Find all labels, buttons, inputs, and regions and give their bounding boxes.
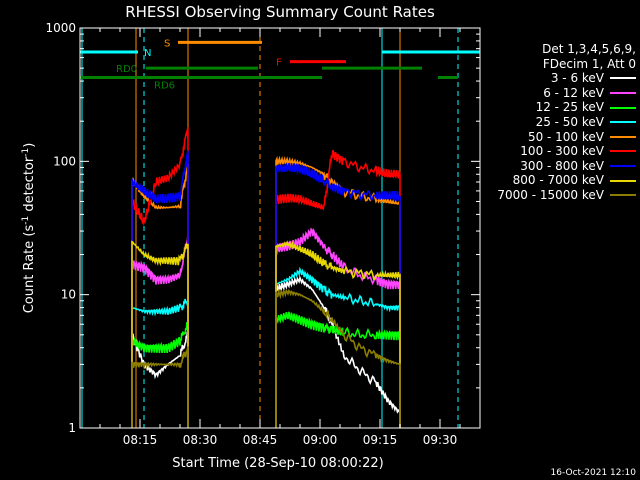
- flag-label-s: S: [164, 38, 170, 49]
- x-tick-label: 08:30: [183, 433, 218, 447]
- series-line-6: [131, 150, 189, 428]
- x-axis-label: Start Time (28-Sep-10 08:00:22): [172, 456, 383, 471]
- y-tick-label: 10: [61, 288, 76, 302]
- legend-header-line-2: FDecim 1, Att 0: [542, 56, 636, 71]
- legend-entry-label: 3 - 6 keV: [550, 71, 604, 86]
- legend-entry: 800 - 7000 keV: [470, 173, 636, 188]
- legend-swatch: [610, 92, 636, 95]
- flag-label-rd0: RD0: [116, 64, 137, 75]
- series-line-5: [131, 127, 189, 428]
- series-line-4: [131, 160, 189, 428]
- x-tick-label: 09:30: [423, 433, 458, 447]
- legend-entry: 12 - 25 keV: [470, 100, 636, 115]
- chart-title: RHESSI Observing Summary Count Rates: [125, 3, 435, 21]
- attenuator-vlines: [81, 28, 459, 428]
- legend-header-line-1: Det 1,3,4,5,6,9,: [542, 42, 636, 56]
- legend-swatch: [610, 194, 636, 197]
- legend-swatch: [610, 150, 636, 153]
- legend-entry-label: 6 - 12 keV: [543, 85, 604, 100]
- y-axis-label: Count Rate (s-1 detector-1): [21, 143, 37, 314]
- series-line-7: [275, 240, 401, 428]
- legend-entry-label: 800 - 7000 keV: [512, 173, 604, 188]
- flag-label-f: F: [276, 58, 282, 69]
- generated-timestamp: 16-Oct-2021 12:10: [550, 468, 636, 478]
- series-line-8: [131, 345, 189, 428]
- x-tick-label: 08:45: [243, 433, 278, 447]
- legend-swatch: [610, 106, 636, 109]
- legend-entry: 7000 - 15000 keV: [470, 188, 636, 203]
- legend-entry-label: 25 - 50 keV: [535, 114, 604, 129]
- series-line-5: [275, 149, 401, 428]
- series-line-7: [131, 240, 189, 428]
- y-tick-label: 1000: [45, 21, 76, 35]
- legend-entry-label: 7000 - 15000 keV: [497, 187, 604, 202]
- legend-entry-label: 50 - 100 keV: [527, 129, 604, 144]
- series-line-1: [131, 234, 189, 428]
- series-line-8: [275, 288, 401, 428]
- series-lines: [131, 127, 401, 428]
- legend-entry: 6 - 12 keV: [470, 86, 636, 101]
- legend-entry: 100 - 300 keV: [470, 144, 636, 159]
- series-line-0: [275, 275, 401, 428]
- legend-entry: 3 - 6 keV: [470, 71, 636, 86]
- series-line-3: [275, 266, 401, 428]
- x-tick-label: 08:15: [123, 433, 158, 447]
- x-tick-label: 09:15: [363, 433, 398, 447]
- axes: 1 10 100 1000 08:15 08:30 08:45 09:00 09:15 09:30: [45, 21, 481, 447]
- flag-label-n: N: [144, 48, 151, 59]
- legend-swatch: [610, 135, 636, 138]
- series-line-3: [131, 298, 189, 428]
- y-tick-label: 1: [68, 421, 76, 435]
- series-line-0: [131, 331, 189, 428]
- flag-label-rd6: RD6: [154, 81, 175, 92]
- series-line-1: [275, 227, 401, 428]
- legend-entry-label: 300 - 800 keV: [520, 158, 604, 173]
- legend-swatch: [610, 179, 636, 182]
- legend-entry: 25 - 50 keV: [470, 115, 636, 130]
- legend-entry: 50 - 100 keV: [470, 130, 636, 145]
- series-line-2: [131, 322, 189, 428]
- series-line-6: [275, 163, 401, 428]
- legend-entry-label: 100 - 300 keV: [520, 144, 604, 159]
- mode-flags: N S F RD0 RD6: [80, 38, 480, 92]
- legend-entry: 300 - 800 keV: [470, 159, 636, 174]
- x-tick-label: 09:00: [303, 433, 338, 447]
- legend-entry-label: 12 - 25 keV: [535, 100, 604, 115]
- y-tick-label: 100: [53, 154, 76, 168]
- legend-swatch: [610, 77, 636, 80]
- series-line-2: [275, 311, 401, 428]
- plot-frame: [79, 27, 481, 429]
- legend-swatch: [610, 121, 636, 124]
- legend: Det 1,3,4,5,6,9, FDecim 1, Att 0 3 - 6 k…: [470, 42, 636, 203]
- legend-swatch: [610, 165, 636, 168]
